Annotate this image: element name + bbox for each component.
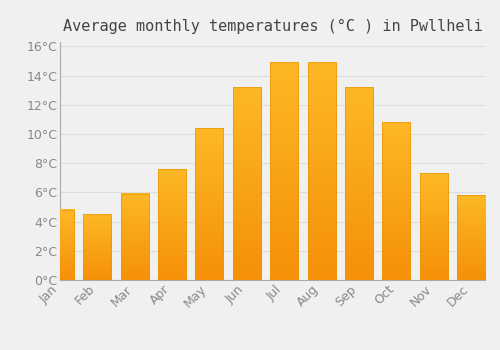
- Bar: [158, 169, 186, 280]
- Bar: [120, 194, 148, 280]
- Bar: [84, 214, 112, 280]
- Bar: [345, 87, 373, 280]
- Bar: [46, 210, 74, 280]
- Title: Average monthly temperatures (°C ) in Pwllheli: Average monthly temperatures (°C ) in Pw…: [62, 19, 482, 34]
- Bar: [308, 62, 336, 280]
- Bar: [158, 169, 186, 280]
- Bar: [46, 210, 74, 280]
- Bar: [233, 87, 261, 280]
- Bar: [270, 62, 298, 280]
- Bar: [457, 195, 485, 280]
- Bar: [382, 122, 410, 280]
- Bar: [84, 214, 112, 280]
- Bar: [345, 87, 373, 280]
- Bar: [196, 128, 224, 280]
- Bar: [233, 87, 261, 280]
- Bar: [420, 173, 448, 280]
- Bar: [120, 194, 148, 280]
- Bar: [457, 195, 485, 280]
- Bar: [308, 62, 336, 280]
- Bar: [270, 62, 298, 280]
- Bar: [382, 122, 410, 280]
- Bar: [196, 128, 224, 280]
- Bar: [420, 173, 448, 280]
